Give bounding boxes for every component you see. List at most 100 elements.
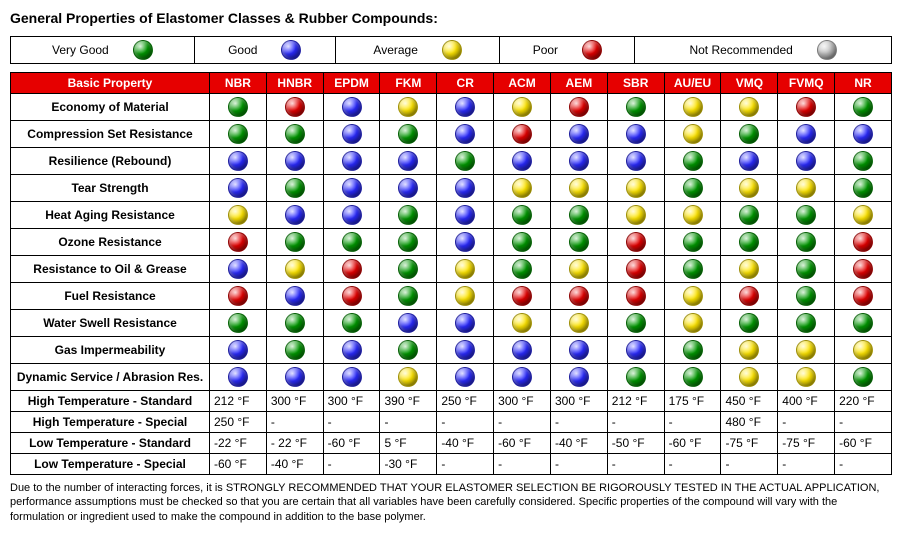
legend-cell: Good: [194, 37, 335, 64]
rating-ball-good: [569, 124, 589, 144]
rating-cell: [607, 202, 664, 229]
rating-cell: [664, 229, 721, 256]
rating-ball-average: [442, 40, 462, 60]
rating-ball-average: [626, 205, 646, 225]
rating-cell: [210, 148, 267, 175]
rating-ball-notrec: [817, 40, 837, 60]
header-col: FKM: [380, 73, 437, 94]
rating-cell: [721, 229, 778, 256]
value-cell: -40 °F: [437, 433, 494, 454]
value-cell: -: [550, 412, 607, 433]
rating-ball-average: [739, 259, 759, 279]
rating-ball-poor: [569, 286, 589, 306]
rating-ball-verygood: [133, 40, 153, 60]
rating-ball-average: [512, 313, 532, 333]
rating-cell: [266, 256, 323, 283]
rating-cell: [323, 283, 380, 310]
rating-cell: [550, 256, 607, 283]
legend-label: Good: [228, 43, 257, 57]
header-col: HNBR: [266, 73, 323, 94]
rating-cell: [494, 337, 551, 364]
rating-cell: [664, 256, 721, 283]
rating-ball-good: [626, 124, 646, 144]
header-col: NR: [835, 73, 892, 94]
rating-cell: [550, 337, 607, 364]
value-cell: -: [835, 454, 892, 475]
rating-cell: [210, 256, 267, 283]
rating-cell: [494, 148, 551, 175]
value-cell: -: [607, 454, 664, 475]
property-cell: High Temperature - Standard: [11, 391, 210, 412]
rating-cell: [607, 94, 664, 121]
value-cell: -60 °F: [210, 454, 267, 475]
rating-cell: [323, 310, 380, 337]
value-cell: -75 °F: [778, 433, 835, 454]
rating-cell: [664, 94, 721, 121]
table-row: Ozone Resistance: [11, 229, 892, 256]
rating-cell: [778, 202, 835, 229]
rating-cell: [550, 202, 607, 229]
value-cell: -: [323, 412, 380, 433]
header-property: Basic Property: [11, 73, 210, 94]
value-cell: -: [664, 454, 721, 475]
rating-ball-good: [569, 340, 589, 360]
rating-ball-good: [569, 367, 589, 387]
rating-ball-poor: [853, 232, 873, 252]
rating-cell: [607, 175, 664, 202]
rating-cell: [380, 148, 437, 175]
rating-ball-verygood: [228, 313, 248, 333]
rating-cell: [721, 121, 778, 148]
rating-cell: [210, 202, 267, 229]
rating-cell: [721, 283, 778, 310]
rating-cell: [607, 229, 664, 256]
rating-ball-good: [228, 151, 248, 171]
rating-ball-verygood: [228, 124, 248, 144]
rating-ball-good: [512, 367, 532, 387]
rating-cell: [494, 94, 551, 121]
rating-cell: [550, 364, 607, 391]
value-cell: 450 °F: [721, 391, 778, 412]
property-cell: High Temperature - Special: [11, 412, 210, 433]
rating-cell: [210, 175, 267, 202]
header-col: AEM: [550, 73, 607, 94]
rating-cell: [721, 148, 778, 175]
value-cell: -50 °F: [607, 433, 664, 454]
rating-ball-average: [512, 97, 532, 117]
property-cell: Resilience (Rebound): [11, 148, 210, 175]
rating-cell: [494, 229, 551, 256]
value-cell: 300 °F: [550, 391, 607, 412]
rating-ball-verygood: [285, 340, 305, 360]
value-cell: 220 °F: [835, 391, 892, 412]
rating-ball-good: [285, 367, 305, 387]
rating-ball-average: [569, 178, 589, 198]
rating-ball-good: [512, 151, 532, 171]
property-cell: Low Temperature - Special: [11, 454, 210, 475]
rating-cell: [664, 148, 721, 175]
rating-cell: [380, 94, 437, 121]
rating-cell: [721, 94, 778, 121]
value-cell: -: [494, 412, 551, 433]
table-row: Water Swell Resistance: [11, 310, 892, 337]
value-cell: -75 °F: [721, 433, 778, 454]
rating-ball-verygood: [398, 340, 418, 360]
rating-ball-good: [796, 124, 816, 144]
rating-ball-poor: [626, 259, 646, 279]
rating-cell: [607, 310, 664, 337]
rating-ball-good: [228, 178, 248, 198]
rating-ball-average: [739, 97, 759, 117]
property-cell: Fuel Resistance: [11, 283, 210, 310]
rating-ball-verygood: [853, 367, 873, 387]
rating-ball-good: [398, 313, 418, 333]
value-cell: -40 °F: [266, 454, 323, 475]
value-cell: 212 °F: [607, 391, 664, 412]
rating-ball-average: [285, 259, 305, 279]
rating-cell: [664, 175, 721, 202]
rating-cell: [607, 256, 664, 283]
rating-cell: [380, 202, 437, 229]
rating-ball-average: [739, 178, 759, 198]
rating-ball-verygood: [512, 259, 532, 279]
rating-ball-verygood: [853, 178, 873, 198]
rating-cell: [721, 337, 778, 364]
table-row: Resilience (Rebound): [11, 148, 892, 175]
table-row: Low Temperature - Standard-22 °F- 22 °F-…: [11, 433, 892, 454]
